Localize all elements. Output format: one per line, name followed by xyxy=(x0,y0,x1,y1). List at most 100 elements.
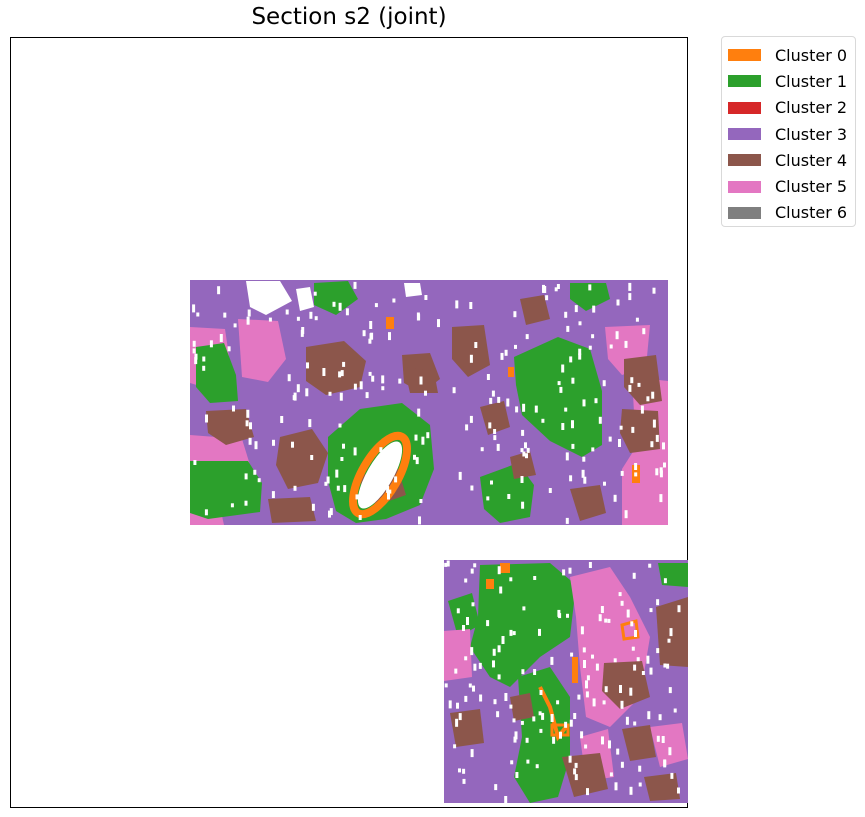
empty-spot xyxy=(534,405,538,413)
empty-spot xyxy=(620,600,624,606)
empty-spot xyxy=(369,333,373,340)
empty-spot xyxy=(628,293,632,301)
cluster4-patch xyxy=(602,661,650,709)
cluster1-patch xyxy=(514,337,602,457)
empty-spot xyxy=(624,510,628,519)
empty-spot xyxy=(291,441,294,448)
legend-item: Cluster 3 xyxy=(728,121,855,147)
empty-spot xyxy=(638,782,642,787)
empty-spot xyxy=(554,287,558,292)
cluster0-cell xyxy=(486,579,494,589)
empty-spot xyxy=(471,602,475,607)
empty-spot xyxy=(637,382,641,387)
empty-spot xyxy=(538,628,541,636)
legend-label: Cluster 3 xyxy=(775,124,848,144)
cluster0-cell xyxy=(508,367,514,377)
empty-spot xyxy=(661,736,665,743)
cluster1-patch xyxy=(314,281,358,315)
empty-spot xyxy=(634,472,638,477)
empty-spot xyxy=(539,690,543,695)
empty-spot xyxy=(595,663,599,671)
cluster1-patch xyxy=(196,343,238,403)
cluster4-patch xyxy=(268,497,316,523)
empty-spot xyxy=(561,423,565,430)
empty-spot xyxy=(458,768,461,773)
cluster4-patch xyxy=(510,693,534,721)
empty-spot xyxy=(293,485,297,491)
cluster0-cell xyxy=(386,317,394,329)
empty-spot xyxy=(677,605,681,613)
empty-spot xyxy=(650,441,654,448)
empty-spot xyxy=(619,425,623,430)
empty-spot xyxy=(455,300,459,309)
empty-spot xyxy=(520,448,524,453)
empty-spot xyxy=(629,687,633,696)
empty-spot xyxy=(369,321,373,329)
empty-spot xyxy=(314,316,318,321)
empty-spot xyxy=(392,298,396,303)
empty-spot xyxy=(421,436,425,445)
empty-spot xyxy=(662,442,665,450)
empty-spot xyxy=(541,418,545,423)
empty-spot xyxy=(455,718,459,727)
empty-spot xyxy=(574,305,578,313)
empty-spot xyxy=(374,303,378,308)
empty-spot xyxy=(663,578,667,584)
empty-spot xyxy=(616,299,620,306)
empty-spot xyxy=(353,383,357,390)
empty-spot xyxy=(469,354,473,363)
legend-item: Cluster 2 xyxy=(728,95,855,121)
cluster1-patch xyxy=(570,283,610,311)
empty-spot xyxy=(458,713,462,721)
empty-spot xyxy=(509,577,513,582)
tissue-section-lower xyxy=(444,560,688,803)
empty-spot xyxy=(497,396,501,403)
empty-spot xyxy=(504,693,508,701)
legend-swatch xyxy=(728,180,761,193)
empty-spot xyxy=(573,713,577,719)
empty-spot xyxy=(192,304,196,313)
empty-spot xyxy=(566,613,569,618)
empty-spot xyxy=(630,621,634,627)
empty-spot xyxy=(658,714,662,721)
empty-spot xyxy=(640,405,644,414)
empty-spot xyxy=(588,562,592,568)
empty-spot xyxy=(335,469,339,478)
empty-spot xyxy=(458,471,462,480)
cluster4-patch xyxy=(510,451,536,479)
empty-spot xyxy=(353,281,357,289)
empty-spot xyxy=(368,371,372,376)
empty-spot xyxy=(669,628,673,637)
empty-spot xyxy=(424,390,427,396)
empty-spot xyxy=(308,419,312,428)
empty-spot xyxy=(486,620,490,627)
empty-spot xyxy=(626,609,630,618)
empty-spot xyxy=(647,711,651,720)
empty-spot xyxy=(324,481,328,486)
empty-spot xyxy=(673,708,677,713)
empty-spot xyxy=(244,500,248,506)
empty-spot xyxy=(569,356,573,363)
empty-spot xyxy=(336,485,340,491)
empty-spot xyxy=(479,694,483,702)
empty-spot xyxy=(415,457,419,465)
empty-spot xyxy=(656,599,660,606)
legend-label: Cluster 6 xyxy=(775,203,848,223)
empty-spot xyxy=(246,316,250,325)
empty-spot xyxy=(488,422,492,429)
empty-spot xyxy=(473,663,477,671)
empty-spot xyxy=(493,699,497,705)
empty-spot xyxy=(510,760,514,765)
empty-spot xyxy=(196,312,200,317)
empty-spot xyxy=(413,454,416,460)
empty-spot xyxy=(205,414,208,423)
empty-spot xyxy=(525,453,528,459)
empty-spot xyxy=(469,302,473,309)
empty-spot xyxy=(513,736,517,743)
empty-spot xyxy=(355,494,359,500)
empty-spot xyxy=(418,516,421,525)
empty-spot xyxy=(522,451,526,457)
empty-spot xyxy=(219,334,223,342)
empty-spot xyxy=(301,327,305,334)
empty-spot xyxy=(638,765,642,772)
